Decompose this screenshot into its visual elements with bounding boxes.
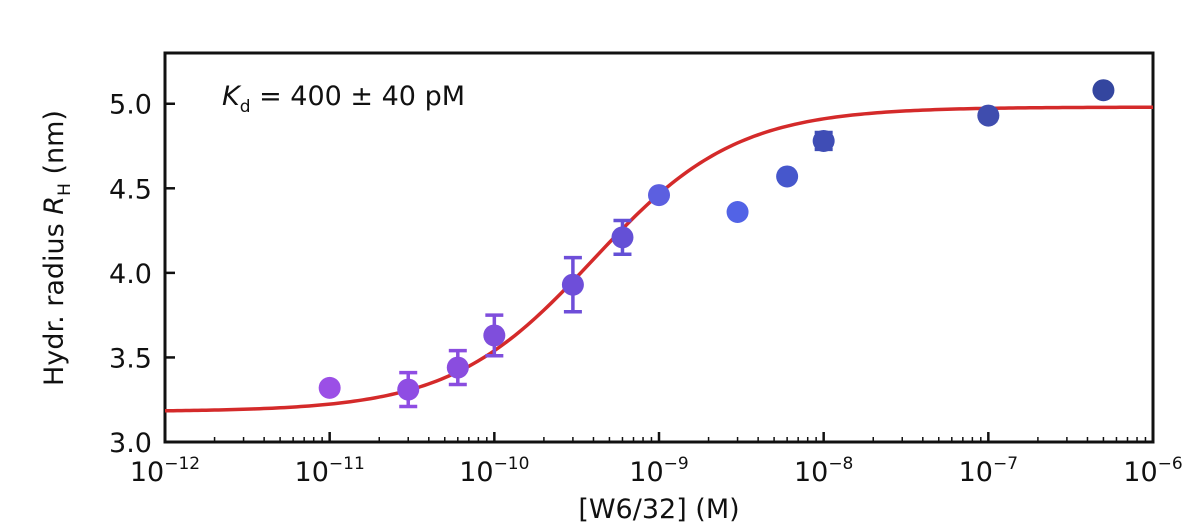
y-label-main: Hydr. radius <box>39 215 70 386</box>
x-tick-exponent: −8 <box>828 454 853 474</box>
kd-annotation: Kd = 400 ± 40 pM <box>222 81 465 117</box>
data-point <box>446 356 469 379</box>
y-label-subscript: H <box>55 183 75 196</box>
major-ticks <box>163 102 1155 444</box>
x-tick-base: 10 <box>130 457 164 488</box>
data-point <box>648 184 670 207</box>
minor-ticks <box>213 437 1147 442</box>
y-tick-label: 5.0 <box>109 90 152 121</box>
data-point <box>726 200 749 223</box>
y-tick-labels: 3.0 3.5 4.0 4.5 5.0 <box>109 90 152 459</box>
x-tick-label: 10−8 <box>794 454 853 488</box>
kd-value-text: = 400 ± 40 pM <box>251 81 465 112</box>
y-label-unit: (nm) <box>39 110 70 183</box>
x-tick-label: 10−9 <box>629 454 688 488</box>
y-tick-label: 3.5 <box>109 343 152 374</box>
data-point <box>812 129 835 152</box>
x-tick-base: 10 <box>959 457 993 488</box>
fit-curve <box>164 105 1154 413</box>
x-tick-labels: 10−12 10−11 10−10 10−9 10−8 10−7 10−6 <box>130 454 1183 488</box>
y-tick-label: 3.0 <box>109 428 152 459</box>
x-tick-exponent: −12 <box>164 454 200 474</box>
x-tick-base: 10 <box>794 457 828 488</box>
data-point <box>1092 79 1115 102</box>
y-tick-label: 4.5 <box>109 174 152 205</box>
x-tick-exponent: −6 <box>1158 454 1183 474</box>
data-points <box>318 79 1115 401</box>
x-tick-base: 10 <box>1123 457 1157 488</box>
x-tick-label: 10−6 <box>1123 454 1182 488</box>
data-point <box>561 273 584 296</box>
data-point <box>483 324 506 347</box>
x-tick-label: 10−11 <box>295 454 365 488</box>
x-tick-base: 10 <box>295 457 329 488</box>
data-point <box>776 165 799 188</box>
x-tick-label: 10−12 <box>130 454 200 488</box>
data-point <box>397 378 420 401</box>
kd-symbol: K <box>222 81 242 112</box>
y-tick-label: 4.0 <box>109 259 152 290</box>
data-point <box>318 376 341 399</box>
x-tick-base: 10 <box>629 457 663 488</box>
y-label-symbol: R <box>39 196 70 215</box>
x-tick-exponent: −11 <box>329 454 365 474</box>
error-bars <box>320 85 1113 409</box>
x-tick-exponent: −9 <box>664 454 689 474</box>
kd-subscript: d <box>240 97 251 117</box>
data-point <box>611 226 634 249</box>
x-tick-exponent: −7 <box>993 454 1018 474</box>
x-tick-label: 10−10 <box>459 454 529 488</box>
x-axis-label: [W6/32] (M) <box>578 494 739 525</box>
y-axis-label: Hydr. radius RH (nm) <box>39 110 75 386</box>
x-tick-exponent: −10 <box>494 454 530 474</box>
x-tick-label: 10−7 <box>959 454 1018 488</box>
x-tick-base: 10 <box>459 457 493 488</box>
data-point <box>977 104 1000 127</box>
